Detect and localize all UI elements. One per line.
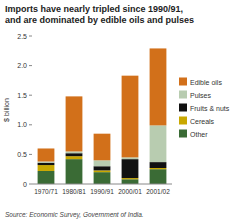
legend-swatch <box>179 130 187 138</box>
subtitle: and are dominated by edible oils and pul… <box>5 15 194 25</box>
x-axis-line <box>32 184 172 185</box>
legend-swatch <box>179 91 187 99</box>
y-tick-label: 1.5 <box>17 92 27 99</box>
y-tick <box>29 124 32 125</box>
bar-segment <box>150 48 167 125</box>
legend-label: Cereals <box>190 118 215 125</box>
legend-swatch <box>179 117 187 125</box>
bar-segment <box>122 159 139 178</box>
source: Source: Economic Survey, Government of I… <box>5 211 144 219</box>
bar-segment <box>122 76 139 158</box>
bar-segment <box>94 166 111 170</box>
bar-segment <box>94 160 111 166</box>
bar-segment <box>38 162 55 163</box>
bar-segment <box>66 151 83 153</box>
legend-label: Fruits & nuts <box>190 105 230 112</box>
bar-segment <box>150 169 167 184</box>
bar-segment <box>150 162 167 168</box>
legend-swatch <box>179 104 187 112</box>
legend-label: Edible oils <box>190 79 222 86</box>
bar-segment <box>66 156 83 159</box>
bar-segment <box>66 159 83 184</box>
bar-segment <box>38 165 55 171</box>
bar-segment <box>94 134 111 161</box>
y-tick-label: 0 <box>23 181 27 188</box>
y-tick <box>29 154 32 155</box>
bar-segment <box>38 163 55 165</box>
bar-segment <box>66 153 83 156</box>
bar-segment <box>122 178 139 179</box>
bar-segment <box>38 171 55 184</box>
y-tick-label: 0.5 <box>17 151 27 158</box>
bar-segment <box>38 148 55 161</box>
bar-segment <box>94 172 111 184</box>
x-tick-label: 2001/02 <box>146 188 170 195</box>
y-tick-label: 2.5 <box>17 33 27 40</box>
bar-segment <box>66 96 83 151</box>
y-axis-label: $ billion <box>3 98 10 122</box>
x-tick-label: 1970/71 <box>34 188 58 195</box>
y-tick <box>29 95 32 96</box>
legend: Edible oils Pulses Fruits & nuts Cereals Oth… <box>179 78 230 138</box>
title: Imports have nearly tripled since 1990/9… <box>5 4 183 14</box>
bar-segment <box>150 168 167 169</box>
legend-label: Other <box>190 131 208 138</box>
legend-label: Pulses <box>190 92 212 99</box>
x-tick-label: 1990/91 <box>90 188 114 195</box>
bar-segment <box>122 157 139 159</box>
x-tick-label: 1980/81 <box>62 188 86 195</box>
y-tick <box>29 36 32 37</box>
y-tick-label: 2.0 <box>17 62 27 69</box>
y-tick <box>29 65 32 66</box>
chart: Imports have nearly tripled since 1990/9… <box>0 0 250 223</box>
bar-segment <box>122 179 139 184</box>
bars <box>38 48 167 184</box>
y-tick-label: 1.0 <box>17 121 27 128</box>
y-tick <box>29 184 32 185</box>
legend-swatch <box>179 78 187 86</box>
x-tick-label: 2000/01 <box>118 188 142 195</box>
bar-segment <box>150 125 167 162</box>
bar-segment <box>94 170 111 172</box>
